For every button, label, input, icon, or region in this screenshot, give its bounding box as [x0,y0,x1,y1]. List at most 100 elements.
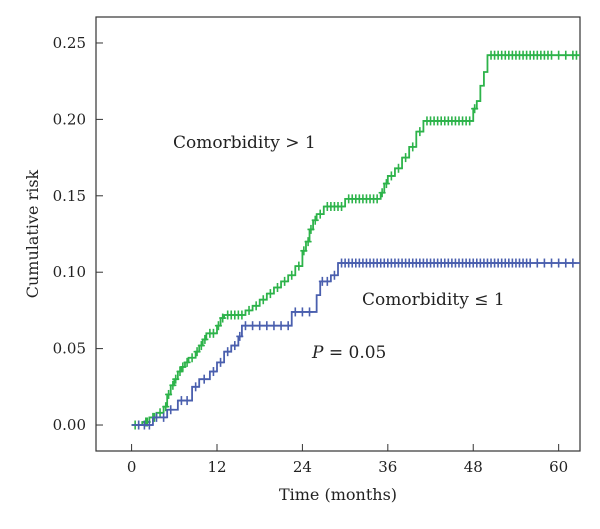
censor-mark [224,347,232,357]
censor-mark [256,321,264,331]
x-tick-label: 36 [378,458,397,476]
y-tick-label: 0.15 [53,187,86,205]
censor-mark [165,389,173,399]
x-axis-title: Time (months) [279,485,397,504]
censor-mark [252,301,260,311]
censor-mark [200,374,208,384]
x-tick-label: 12 [207,458,226,476]
censor-mark [338,201,346,211]
censor-mark [172,374,180,384]
censor-mark [284,321,292,331]
y-tick-label: 0.10 [53,263,86,281]
censor-mark [231,341,239,351]
censor-mark [145,420,153,430]
censor-mark [300,246,308,256]
censor-mark [263,321,271,331]
censor-mark [217,357,225,367]
censor-mark [548,50,556,60]
y-tick-label: 0.05 [53,340,86,358]
censor-mark [156,408,164,418]
y-tick-label: 0.25 [53,34,86,52]
y-tick-label: 0.20 [53,110,86,128]
censor-mark [291,307,299,317]
censor-mark [274,282,281,292]
censor-mark [569,258,577,268]
censor-mark [378,188,386,198]
censor-mark [295,261,303,271]
censor-mark [306,307,314,317]
censor-mark [311,215,319,225]
censor-mark [167,405,175,415]
censor-mark [548,258,556,268]
y-axis: 0.00 0.05 0.10 0.15 0.20 0.25 [53,34,103,434]
censor-mark [153,412,160,422]
series-comorbidity-le-1 [131,258,580,430]
label-comorbidity-le-1: Comorbidity ≤ 1 [362,290,505,310]
censor-mark [395,163,402,173]
series-comorbidity-gt-1 [131,50,580,430]
x-tick-label: 48 [464,458,483,476]
censor-mark [373,194,381,204]
censor-mark [533,258,541,268]
p-value: = 0.05 [323,343,386,363]
censor-mark [192,382,200,392]
censor-mark [249,321,257,331]
y-axis-title: Cumulative risk [23,169,42,298]
censor-mark [245,305,253,315]
censor-mark [176,367,184,377]
censor-mark [307,224,315,234]
censor-mark [572,50,580,60]
censor-mark [402,153,410,163]
series-layer [131,50,580,430]
label-comorbidity-gt-1: Comorbidity > 1 [173,133,316,153]
censor-mark [409,142,417,152]
censor-mark [162,402,170,412]
censor-mark [466,116,474,126]
censor-mark [209,328,217,338]
censor-mark [236,331,244,341]
censor-mark [304,237,312,247]
censor-mark [183,357,191,367]
censor-mark [562,258,570,268]
censor-mark [160,412,168,422]
censor-mark [193,347,201,357]
censor-mark [298,307,306,317]
censor-mark [197,341,205,351]
censor-mark [562,50,570,60]
x-tick-label: 0 [127,458,137,476]
censor-mark [540,258,548,268]
censor-mark [526,258,534,268]
censor-mark [555,50,563,60]
plot-frame [95,16,581,452]
censor-mark [416,127,424,137]
series-line [131,54,580,426]
censor-mark [555,258,563,268]
p-value-annotation: P = 0.05 [311,343,386,363]
censor-mark [241,321,249,331]
censor-mark [179,362,187,372]
censor-mark [387,171,395,181]
p-symbol: P [311,343,324,363]
censor-mark [214,321,222,331]
censor-mark [270,321,278,331]
censor-mark [183,396,191,406]
censor-mark [201,334,209,344]
censor-mark [471,104,479,114]
censor-mark [323,276,331,286]
censor-mark [169,380,177,390]
censor-mark [316,209,324,219]
x-tick-label: 60 [549,458,568,476]
y-tick-label: 0.00 [53,416,86,434]
censor-mark [330,270,338,280]
censor-mark [219,313,227,323]
x-tick-label: 24 [293,458,312,476]
censor-mark [266,289,274,299]
censor-mark [382,179,390,189]
x-axis: 0 12 24 36 48 60 [127,444,568,476]
censor-mark [281,276,289,286]
censor-mark [209,367,217,377]
censor-mark [277,321,285,331]
censor-mark [238,310,246,320]
censor-mark [188,353,196,363]
